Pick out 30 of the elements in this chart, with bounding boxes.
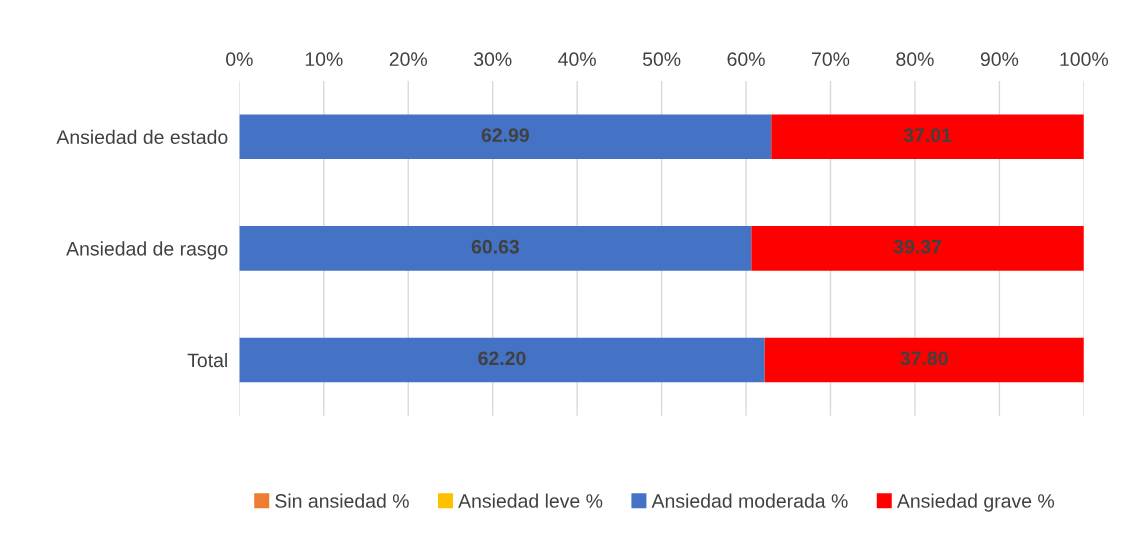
data-label: 62.99 — [481, 128, 529, 143]
bar — [239, 337, 765, 383]
x-tick-label: 40% — [558, 52, 596, 67]
legend-label: Ansiedad leve % — [458, 493, 603, 508]
y-tick-label: Ansiedad de estado — [56, 129, 228, 145]
legend-label: Sin ansiedad % — [275, 493, 409, 508]
bar — [771, 114, 1084, 160]
x-tick-label: 20% — [389, 52, 428, 67]
bar — [239, 226, 752, 271]
x-tick-label: 60% — [727, 52, 765, 67]
x-tick-label: 50% — [642, 52, 681, 67]
bar — [239, 114, 772, 160]
data-label: 62.20 — [478, 351, 526, 366]
x-tick-label: 90% — [980, 52, 1019, 67]
x-tick-label: 0% — [226, 52, 253, 67]
x-tick-label: 70% — [812, 52, 850, 67]
bar — [764, 337, 1084, 383]
y-tick-label: Total — [187, 352, 227, 368]
y-tick-label: Ansiedad de rasgo — [66, 241, 228, 260]
data-label: 39.37 — [893, 239, 942, 254]
legend-label: Ansiedad grave % — [896, 493, 1055, 512]
legend-label: Ansiedad moderada % — [651, 493, 848, 508]
bar — [751, 226, 1084, 271]
x-tick-label: 80% — [896, 52, 934, 67]
x-tick-label: 30% — [473, 52, 512, 67]
x-tick-label: 10% — [305, 52, 343, 67]
data-label: 37.01 — [903, 128, 952, 143]
x-tick-label: 100% — [1060, 52, 1109, 67]
data-label: 60.63 — [471, 239, 519, 254]
data-label: 37.80 — [900, 351, 948, 366]
